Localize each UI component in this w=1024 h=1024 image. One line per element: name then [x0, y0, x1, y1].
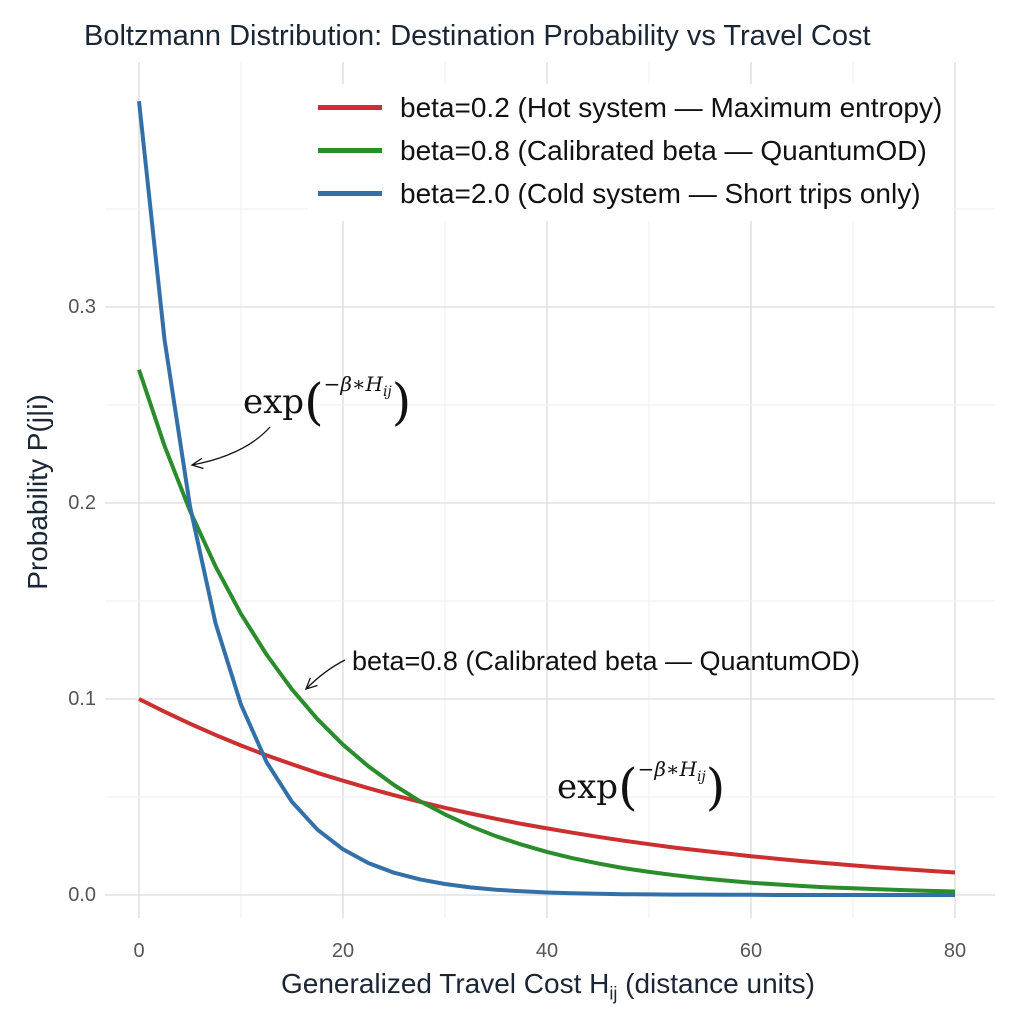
legend-label: beta=0.8 (Calibrated beta — QuantumOD): [400, 134, 927, 166]
annotation-arrow-upper-head: [190, 457, 204, 470]
annotation-arrow-upper: [191, 426, 271, 466]
legend-label: beta=2.0 (Cold system — Short trips only…: [400, 177, 921, 209]
legend-item-beta-0.8: beta=0.8 (Calibrated beta — QuantumOD): [318, 129, 942, 172]
series-line-green: [137, 369, 956, 894]
formula-exponent-sub: ij: [382, 384, 392, 400]
legend: beta=0.2 (Hot system — Maximum entropy) …: [308, 84, 953, 221]
chart-title: Boltzmann Distribution: Destination Prob…: [84, 20, 871, 52]
x-tick-label: 40: [535, 940, 559, 962]
legend-swatch-green: [318, 148, 382, 153]
x-axis-label-suffix: (distance units): [617, 968, 815, 999]
legend-item-beta-2.0: beta=2.0 (Cold system — Short trips only…: [318, 172, 942, 215]
x-tick-label: 80: [943, 940, 967, 962]
formula-annotation-lower: exp(−β∗Hij): [557, 757, 726, 816]
y-tick-label: 0.2: [68, 492, 96, 514]
formula-exponent-sub: ij: [696, 769, 706, 785]
series-line-blue: [137, 100, 955, 897]
x-tick-label: 0: [133, 940, 145, 962]
annotation-label-beta-0.8: beta=0.8 (Calibrated beta — QuantumOD): [352, 646, 861, 676]
formula-base: exp: [243, 382, 305, 422]
legend-item-beta-0.2: beta=0.2 (Hot system — Maximum entropy): [318, 86, 942, 129]
x-axis-label: Generalized Travel Cost Hij (distance un…: [281, 968, 815, 1005]
formula-exponent: −β∗H: [637, 757, 697, 781]
legend-swatch-blue: [318, 191, 382, 196]
y-tick-label: 0.0: [68, 884, 96, 906]
annotation-arrow-middle: [305, 659, 346, 690]
annotation-arrow-middle-head: [304, 677, 318, 691]
y-tick-label: 0.3: [68, 296, 96, 318]
y-tick-label: 0.1: [68, 688, 96, 710]
y-axis-label: Probability P(j|i): [22, 394, 53, 590]
x-tick-label: 20: [331, 940, 355, 962]
formula-exponent: −β∗H: [323, 372, 383, 396]
x-axis-label-sub: ij: [609, 983, 618, 1004]
legend-label: beta=0.2 (Hot system — Maximum entropy): [400, 91, 943, 123]
series-line-red: [138, 697, 956, 875]
x-axis-label-main: Generalized Travel Cost H: [281, 968, 610, 999]
formula-base: exp: [557, 767, 619, 807]
formula-annotation-upper: exp(−β∗Hij): [243, 372, 412, 431]
legend-swatch-red: [318, 105, 382, 110]
x-tick-label: 60: [739, 940, 763, 962]
